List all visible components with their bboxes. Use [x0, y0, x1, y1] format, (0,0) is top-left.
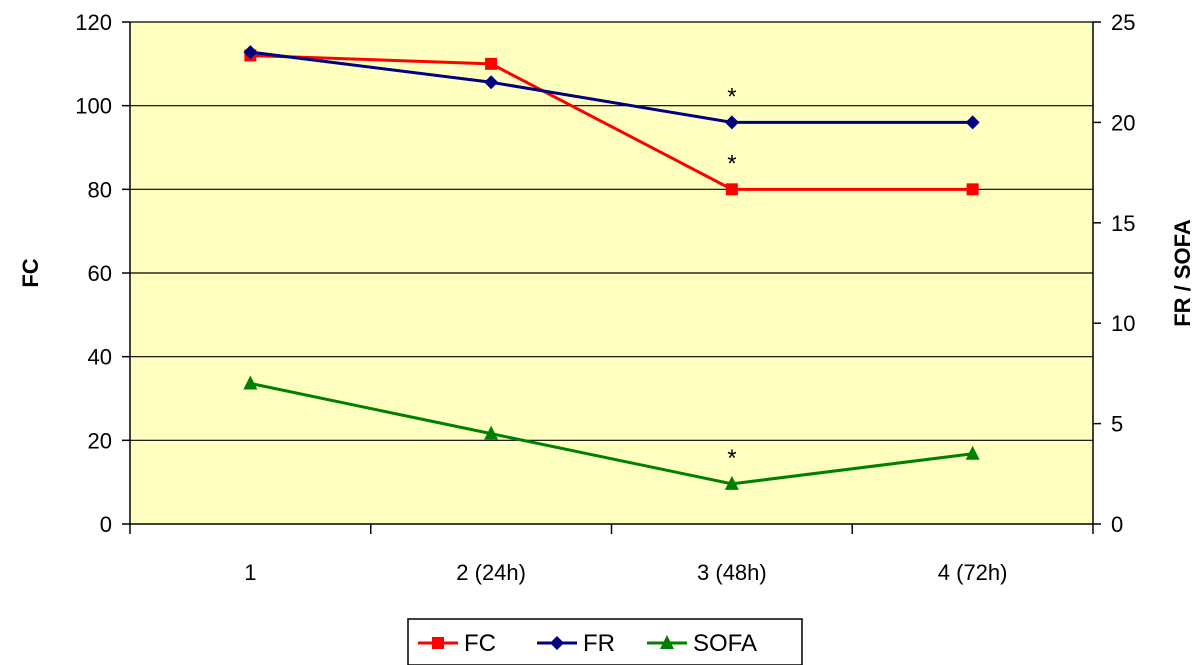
- left-tick-label: 0: [100, 512, 112, 537]
- left-y-axis-ticks: 0 20 40 60 80 100 120: [75, 10, 130, 537]
- series-sofa-point: [724, 475, 739, 490]
- significance-annotation: *: [727, 150, 736, 177]
- legend: FC FR SOFA: [407, 618, 803, 665]
- series-sofa-point: [243, 375, 258, 390]
- series-fr-line: [250, 50, 973, 124]
- right-axis-title: FR / SOFA: [1170, 219, 1195, 327]
- legend-fr-marker: [550, 636, 564, 650]
- right-tick-label: 15: [1111, 211, 1135, 236]
- x-tick-label: 3 (48h): [697, 560, 767, 585]
- series-fr-point: [724, 115, 739, 130]
- left-tick-label: 80: [88, 177, 112, 202]
- right-tick-label: 5: [1111, 412, 1123, 437]
- right-tick-label: 20: [1111, 110, 1135, 135]
- legend-fc-marker: [432, 637, 444, 649]
- series-fc-point: [966, 183, 979, 196]
- series-fc-point: [725, 183, 738, 196]
- series-sofa-point: [484, 425, 499, 440]
- significance-annotation: *: [727, 83, 736, 110]
- left-tick-label: 100: [75, 94, 112, 119]
- x-tick-label: 2 (24h): [456, 560, 526, 585]
- legend-fc-label: FC: [464, 630, 496, 657]
- left-tick-label: 40: [88, 345, 112, 370]
- left-axis-title: FC: [18, 258, 43, 287]
- series-sofa-line: [250, 381, 973, 486]
- annotations: * * *: [727, 83, 736, 471]
- series-sofa-point: [965, 445, 980, 460]
- series-fr-point: [243, 45, 258, 60]
- left-tick-label: 20: [88, 428, 112, 453]
- right-tick-label: 0: [1111, 512, 1123, 537]
- series-layer: [243, 45, 980, 490]
- right-tick-label: 25: [1111, 10, 1135, 35]
- series-fc-line: [250, 53, 973, 191]
- significance-annotation: *: [727, 445, 736, 472]
- left-tick-label: 120: [75, 10, 112, 35]
- right-tick-label: 10: [1111, 311, 1135, 336]
- x-axis-ticks: 1 2 (24h) 3 (48h) 4 (72h): [129, 524, 1094, 585]
- x-tick-label: 1: [244, 560, 256, 585]
- gridlines: [130, 21, 1093, 441]
- series-fc-point: [485, 57, 498, 70]
- left-tick-label: 60: [88, 261, 112, 286]
- legend-sofa-label: SOFA: [693, 630, 757, 657]
- legend-box: [407, 618, 803, 665]
- series-fr-point: [965, 115, 980, 130]
- series-fr-point: [484, 75, 499, 90]
- x-tick-label: 4 (72h): [938, 560, 1008, 585]
- legend-sofa-marker: [660, 635, 674, 649]
- legend-fr-label: FR: [583, 630, 615, 657]
- right-y-axis-ticks: 0 5 10 15 20 25: [1093, 10, 1135, 537]
